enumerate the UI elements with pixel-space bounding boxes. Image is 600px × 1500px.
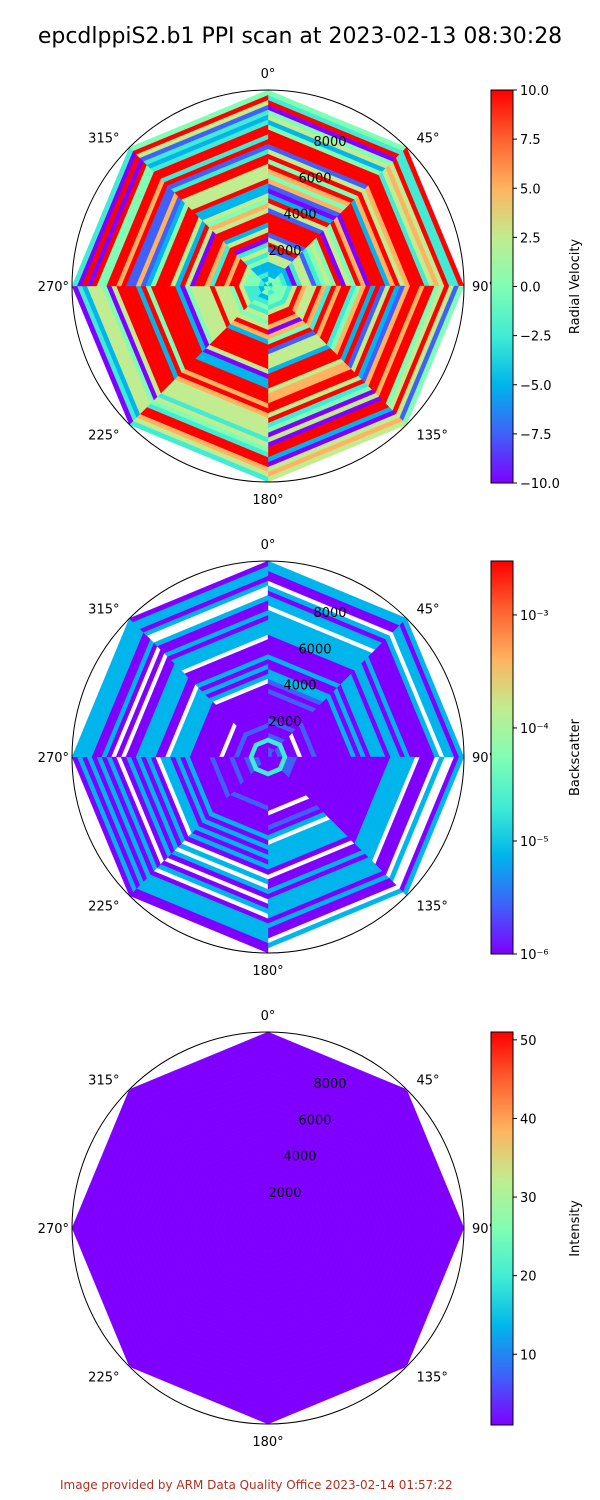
colorbar-tick-label: −2.5 xyxy=(520,330,552,345)
intensity-panel: 0° 45° 90° 135° 180° 225° 270° 315° 2000 4000 6000… xyxy=(38,1009,583,1450)
radial-tick-label: 6000 xyxy=(298,1113,331,1128)
theta-tick-label: 225° xyxy=(88,900,119,915)
colorbar xyxy=(490,1031,514,1426)
radial-tick-label: 6000 xyxy=(298,642,331,657)
radial-tick-label: 2000 xyxy=(268,244,301,259)
colorbar-tick-label: −7.5 xyxy=(520,428,552,443)
figure-title: epcdlppiS2.b1 PPI scan at 2023-02-13 08:… xyxy=(37,24,563,49)
radial-velocity-panel: 0° 45° 90° 135° 180° 225° 270° 315° 2000 4000 6000… xyxy=(38,67,583,508)
colorbar-tick-label: 10⁻⁴ xyxy=(520,722,549,737)
theta-tick-label: 315° xyxy=(88,1074,119,1089)
colorbar xyxy=(490,89,514,484)
image-credit: Image provided by ARM Data Quality Offic… xyxy=(60,1478,453,1492)
radial-tick-label: 8000 xyxy=(313,135,346,150)
backscatter-panel: 0° 45° 90° 135° 180° 225° 270° 315° 2000 4000 6000… xyxy=(38,538,583,979)
theta-tick-label: 315° xyxy=(88,603,119,618)
colorbar-tick-label: 10⁻⁶ xyxy=(520,948,549,963)
colorbar-tick-label: 10⁻³ xyxy=(520,609,549,624)
colorbar-label: Intensity xyxy=(568,1200,583,1257)
colorbar-tick-label: 50 xyxy=(520,1034,537,1049)
theta-tick-label: 45° xyxy=(417,603,440,618)
theta-tick-label: 225° xyxy=(88,429,119,444)
data-cell xyxy=(399,756,460,893)
polar-frame xyxy=(71,560,465,954)
colorbar-label: Backscatter xyxy=(568,718,583,796)
theta-tick-label: 135° xyxy=(417,1371,448,1386)
radial-tick-label: 2000 xyxy=(268,715,301,730)
radial-tick-label: 4000 xyxy=(283,1150,316,1165)
theta-tick-label: 45° xyxy=(417,1074,440,1089)
colorbar-tick-label: 10 xyxy=(520,1348,537,1363)
theta-tick-label: 180° xyxy=(252,964,283,979)
theta-tick-label: 45° xyxy=(417,132,440,147)
radial-tick-label: 4000 xyxy=(283,208,316,223)
theta-tick-label: 270° xyxy=(38,1222,69,1237)
theta-tick-label: 90° xyxy=(472,280,495,295)
colorbar-tick-label: 20 xyxy=(520,1270,537,1285)
radial-tick-label: 6000 xyxy=(298,171,331,186)
theta-tick-label: 270° xyxy=(38,280,69,295)
theta-tick-label: 0° xyxy=(261,1009,276,1024)
colorbar-tick-label: −5.0 xyxy=(520,379,552,394)
theta-tick-label: 0° xyxy=(261,67,276,82)
colorbar-tick-label: 7.5 xyxy=(520,133,541,148)
radial-tick-label: 8000 xyxy=(313,606,346,621)
theta-tick-label: 135° xyxy=(417,900,448,915)
colorbar-tick-label: 10.0 xyxy=(520,84,549,99)
theta-tick-label: 90° xyxy=(472,751,495,766)
colorbar-tick-label: −10.0 xyxy=(520,477,560,492)
polar-frame xyxy=(71,1031,465,1425)
colorbar-tick-label: 10⁻⁵ xyxy=(520,835,549,850)
theta-tick-label: 180° xyxy=(252,493,283,508)
polar-frame xyxy=(71,89,465,483)
colorbar-tick-label: 5.0 xyxy=(520,182,541,197)
colorbar-label: Radial Velocity xyxy=(568,239,583,335)
theta-tick-label: 315° xyxy=(88,132,119,147)
colorbar-tick-label: 30 xyxy=(520,1191,537,1206)
radial-tick-label: 4000 xyxy=(283,679,316,694)
theta-tick-label: 270° xyxy=(38,751,69,766)
radial-tick-label: 2000 xyxy=(268,1186,301,1201)
colorbar-tick-label: 0.0 xyxy=(520,281,541,296)
colorbar-tick-label: 40 xyxy=(520,1113,537,1128)
colorbar xyxy=(490,560,514,955)
theta-tick-label: 225° xyxy=(88,1371,119,1386)
radial-tick-label: 8000 xyxy=(313,1077,346,1092)
theta-tick-label: 0° xyxy=(261,538,276,553)
theta-tick-label: 90° xyxy=(472,1222,495,1237)
theta-tick-label: 180° xyxy=(252,1435,283,1450)
colorbar-tick-label: 2.5 xyxy=(520,231,541,246)
theta-tick-label: 135° xyxy=(417,429,448,444)
